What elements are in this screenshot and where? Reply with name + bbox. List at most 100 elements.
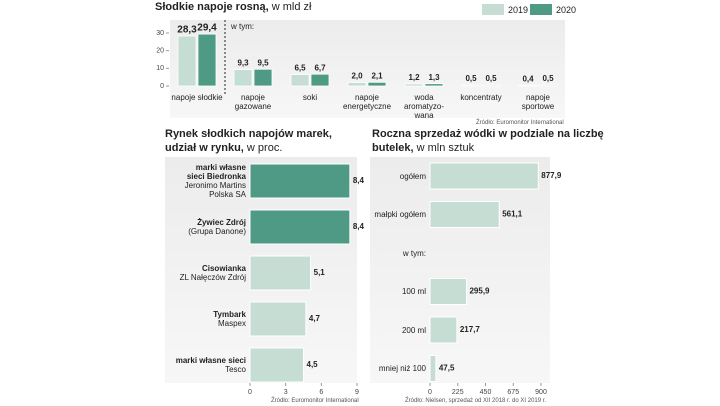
data-label: 0,4 (522, 74, 534, 83)
panel (170, 20, 565, 118)
data-label: 8,4 (353, 222, 365, 231)
category-label: marki własne sieci Biedronka Jeronimo Mar… (151, 163, 246, 200)
source: Źródło: Euromonitor International (476, 120, 564, 126)
x-tick-label: 450 (480, 389, 492, 396)
category-label: 100 ml (331, 287, 426, 296)
category-name: Cisowianka (201, 264, 246, 273)
company-name: Jeronimo Martins Polska SA (184, 180, 246, 200)
company-name: ZL Nałęczów Zdrój (179, 273, 246, 283)
bar (290, 74, 310, 87)
data-label: 47,5 (439, 364, 455, 373)
bar (177, 35, 197, 87)
bar (404, 83, 424, 87)
y-tick-label: 20 (156, 48, 164, 55)
category-label: marki własne sieci Tesco (151, 356, 246, 374)
data-label: 2,0 (351, 72, 363, 81)
x-tick-label: 9 (355, 389, 359, 396)
category-label: Żywiec Zdrój (Grupa Danone) (151, 218, 246, 236)
bar (424, 83, 444, 87)
bar (197, 33, 217, 87)
category-label: Tymbark Maspex (151, 310, 246, 328)
y-tick-label: 10 (156, 65, 164, 72)
chart-subtitle: w proc. (246, 142, 283, 154)
data-label: 5,1 (314, 268, 326, 277)
source: Źródło: Nielsen, sprzedaż od XII 2018 r.… (405, 398, 547, 404)
bar (249, 347, 304, 383)
data-label: 4,7 (309, 314, 321, 323)
category-label: Cisowianka ZL Nałęczów Zdrój (151, 264, 246, 282)
data-label: 9,5 (257, 58, 269, 67)
chart-subtitle: w mld zł (271, 1, 312, 13)
x-tick-label: napoje gazowane (234, 93, 272, 112)
category-name: marki własne sieci Biedronka (186, 162, 246, 181)
x-tick-label: 6 (319, 389, 323, 396)
chart-subtitle: w mln sztuk (416, 142, 475, 154)
bar (429, 355, 437, 382)
bar (481, 84, 501, 87)
data-label: 877,9 (541, 171, 562, 180)
category-name: Żywiec Zdrój (197, 218, 246, 227)
data-label: 217,7 (460, 325, 481, 334)
bar (429, 201, 500, 228)
x-tick-label: napoje energetyczne (342, 93, 392, 112)
bar (429, 316, 458, 344)
data-label: 4,5 (307, 360, 319, 369)
x-tick-label: napoje sportowe (521, 93, 555, 112)
bar (233, 69, 253, 87)
data-label: 0,5 (542, 74, 554, 83)
source: Źródło: Euromonitor International (271, 398, 359, 404)
annotation: w tym: (231, 22, 255, 31)
data-label: 9,3 (237, 59, 249, 68)
data-label: 1,2 (408, 73, 420, 82)
bar (310, 73, 330, 87)
data-label: 295,9 (469, 287, 490, 296)
title-block: Roczna sprzedaż wódki w podziale na licz… (372, 127, 612, 155)
data-label: 0,5 (485, 74, 497, 83)
data-label: 29,4 (197, 23, 217, 34)
chart-title: Roczna sprzedaż wódki w podziale na licz… (372, 128, 604, 154)
title-block: Słodkie napoje rosną, w mld zł (155, 0, 475, 14)
bar (538, 84, 558, 87)
legend-label: 2020 (556, 5, 577, 15)
data-label: 6,5 (294, 64, 306, 73)
chart-title: Słodkie napoje rosną, (155, 1, 269, 13)
x-tick-label: 3 (284, 389, 288, 396)
bar (367, 81, 387, 87)
data-label: 0,5 (465, 74, 477, 83)
category-name: 200 ml (401, 325, 426, 335)
data-label: 2,1 (371, 71, 383, 80)
bar (249, 209, 351, 245)
data-label: 8,4 (353, 176, 365, 185)
y-tick-label: 30 (156, 30, 164, 37)
category-name: małpki ogółem (374, 210, 426, 219)
x-tick-label: koncentraty (460, 93, 502, 102)
category-name: marki własne sieci (175, 356, 246, 365)
x-tick-label: napoje słodkie (171, 93, 223, 102)
legend-label: 2019 (508, 5, 529, 15)
category-name: Tymbark (213, 310, 246, 319)
x-tick-label: 900 (535, 389, 547, 396)
category-label: 200 ml (331, 326, 426, 335)
bar (253, 68, 273, 87)
category-label: małpki ogółem (331, 210, 426, 219)
bar (249, 255, 312, 291)
bar (429, 162, 539, 190)
data-label: 561,1 (502, 210, 523, 219)
bar (461, 84, 481, 87)
category-name: 100 ml (401, 287, 426, 296)
legend-swatch (530, 4, 552, 15)
category-name: ogółem (399, 171, 426, 181)
category-label: mniej niż 100 (331, 364, 426, 373)
panel (370, 157, 550, 383)
category-name: mniej niż 100 (378, 364, 426, 373)
x-tick-label: 0 (248, 389, 252, 396)
category-name: w tym: (402, 248, 426, 258)
bar (518, 84, 538, 87)
company-name: Tesco (225, 365, 246, 375)
chart-title: Rynek słodkich napojów marek, udział w r… (165, 128, 332, 154)
title-block: Rynek słodkich napojów marek, udział w r… (165, 127, 355, 155)
data-label: 1,3 (428, 73, 440, 82)
company-name: Maspex (217, 319, 246, 329)
bar (249, 301, 307, 337)
